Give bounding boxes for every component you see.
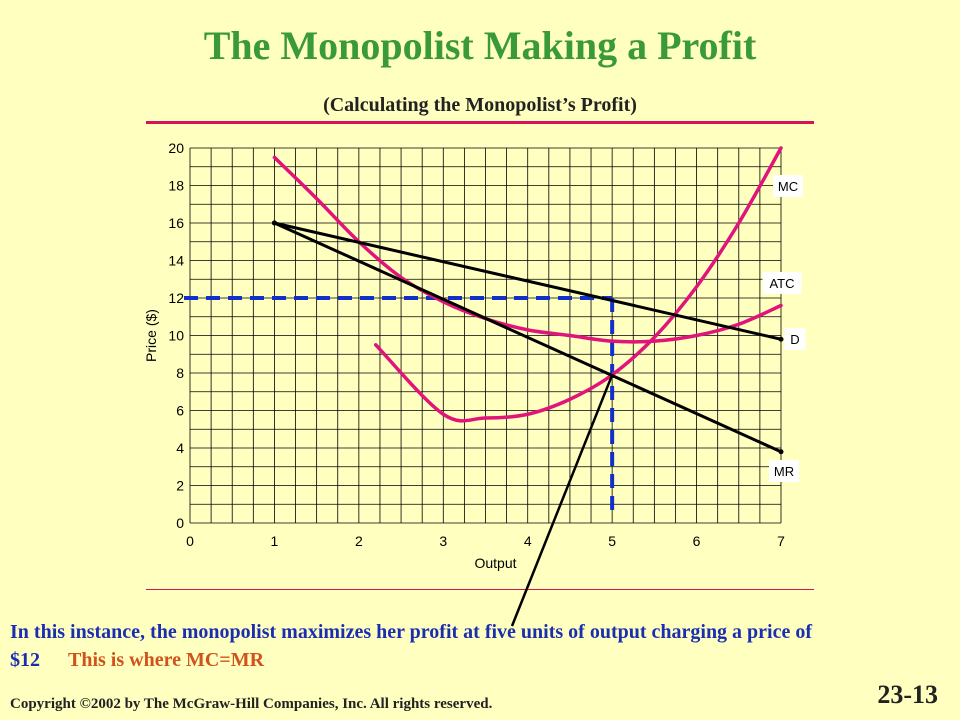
- slide-title: The Monopolist Making a Profit: [203, 23, 757, 68]
- series-label-box: [773, 175, 803, 197]
- series-label-d: D: [790, 332, 799, 347]
- series-label-box: [769, 460, 799, 482]
- curve-mr: [272, 221, 783, 454]
- chart-grid: [189, 147, 782, 524]
- y-tick-label: 6: [176, 403, 184, 419]
- y-axis-label: Price ($): [143, 309, 159, 362]
- curve-endpoint: [778, 449, 784, 455]
- x-tick-label: 0: [186, 533, 194, 549]
- x-tick-label: 2: [355, 533, 363, 549]
- x-tick-label: 5: [608, 533, 616, 549]
- y-tick-label: 8: [176, 365, 184, 381]
- note-main-text: In this instance, the monopolist maximiz…: [10, 621, 813, 671]
- x-tick-label: 7: [777, 533, 785, 549]
- explanation-note: In this instance, the monopolist maximiz…: [10, 618, 890, 674]
- x-tick-label: 3: [439, 533, 447, 549]
- x-tick-label: 4: [524, 533, 532, 549]
- copyright-prefix: Copyright: [10, 696, 80, 712]
- copyright-symbol: ©: [79, 696, 91, 712]
- chart-curves: MC ATC D MR: [184, 146, 806, 627]
- series-label-mc: MC: [778, 179, 798, 194]
- series-label-box: [784, 328, 806, 350]
- top-divider: [146, 121, 814, 124]
- copyright-notice: Copyright ©2002 by The McGraw-Hill Compa…: [10, 696, 492, 713]
- y-tick-label: 0: [176, 515, 184, 531]
- y-tick-label: 10: [168, 328, 184, 344]
- y-tick-label: 2: [176, 478, 184, 494]
- curve-mc: [373, 146, 783, 423]
- slide-number: 23-13: [877, 680, 938, 709]
- curve-d: [272, 221, 783, 341]
- y-tick-label: 4: [176, 440, 184, 456]
- curve-endpoint: [778, 336, 784, 342]
- y-tick-label: 14: [168, 253, 184, 269]
- x-tick-label: 6: [693, 533, 701, 549]
- y-tick-label: 18: [168, 178, 184, 194]
- slide-subtitle: (Calculating the Monopolist’s Profit): [323, 94, 637, 116]
- arrow-to-intersection: [510, 374, 614, 627]
- copyright-text: 2002 by The McGraw-Hill Companies, Inc. …: [90, 696, 493, 712]
- x-axis-label: Output: [474, 555, 516, 571]
- y-tick-label: 20: [168, 140, 184, 156]
- y-tick-label: 12: [168, 290, 184, 306]
- series-label-atc: ATC: [769, 276, 794, 291]
- curve-endpoint: [271, 220, 277, 226]
- series-label-mr: MR: [774, 464, 794, 479]
- y-tick-label: 16: [168, 215, 184, 231]
- x-tick-label: 1: [271, 533, 279, 549]
- note-emphasis-text: This is where MC=MR: [68, 649, 265, 671]
- series-label-box: [762, 272, 802, 294]
- bottom-divider: [146, 589, 814, 590]
